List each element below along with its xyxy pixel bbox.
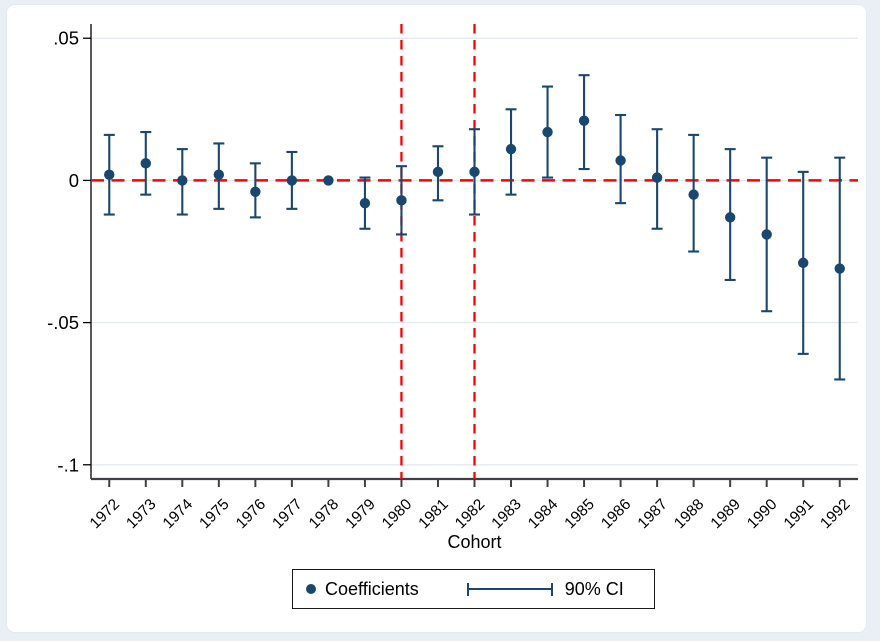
coefficient-dot-1974 bbox=[177, 175, 188, 186]
svg-text:1986: 1986 bbox=[598, 496, 634, 532]
coefficient-dot-1973 bbox=[140, 158, 151, 169]
svg-text:-.05: -.05 bbox=[47, 312, 79, 333]
svg-text:1975: 1975 bbox=[196, 496, 232, 532]
coefficient-dot-1985 bbox=[578, 115, 590, 126]
svg-text:1974: 1974 bbox=[160, 496, 197, 533]
coefficient-dot-1975 bbox=[213, 169, 225, 180]
svg-text:1987: 1987 bbox=[635, 496, 671, 532]
coefficient-dots bbox=[104, 115, 845, 274]
svg-text:1978: 1978 bbox=[306, 496, 342, 532]
coefficient-dot-1983 bbox=[505, 143, 517, 155]
svg-text:1981: 1981 bbox=[415, 496, 451, 532]
svg-text:1979: 1979 bbox=[342, 496, 378, 532]
svg-text:1991: 1991 bbox=[781, 496, 817, 532]
svg-text:1988: 1988 bbox=[671, 496, 707, 532]
coefficient-dot-1978 bbox=[323, 175, 334, 186]
coefficient-dot-1976 bbox=[250, 186, 261, 197]
ci-right-cap bbox=[550, 582, 553, 596]
coefficient-dot-1992 bbox=[834, 263, 845, 274]
y-axis-ticks: .05 0 -.05 -.1 bbox=[47, 28, 91, 475]
coefficient-dot-1987 bbox=[651, 172, 663, 183]
coefficient-dot-1991 bbox=[798, 257, 809, 269]
legend-ci-label: 90% CI bbox=[564, 578, 624, 599]
ci-marker-icon bbox=[466, 582, 553, 596]
svg-text:1972: 1972 bbox=[87, 496, 123, 532]
svg-text:0: 0 bbox=[69, 170, 79, 191]
svg-text:1989: 1989 bbox=[708, 496, 744, 532]
legend: Coefficients 90% CI bbox=[292, 569, 655, 609]
svg-text:1985: 1985 bbox=[561, 496, 597, 532]
coefficient-dot-1984 bbox=[542, 126, 553, 138]
figure-card: .05 0 -.05 -.1 1972 1973 1974 1975 1976 1977 1978 1… bbox=[6, 4, 867, 633]
coefficient-dot-1989 bbox=[724, 212, 736, 223]
svg-text:1992: 1992 bbox=[817, 496, 853, 532]
svg-text:1982: 1982 bbox=[452, 496, 488, 532]
reference-lines bbox=[91, 24, 858, 479]
ci-left-cap bbox=[466, 582, 469, 596]
coefficient-dot-1981 bbox=[432, 166, 444, 178]
svg-text:1983: 1983 bbox=[488, 496, 524, 532]
coefficient-dot-1986 bbox=[615, 155, 626, 166]
coefficient-dot-1982 bbox=[469, 166, 480, 178]
legend-coefficients-label: Coefficients bbox=[325, 578, 419, 599]
coefficient-dot-1977 bbox=[286, 175, 298, 186]
coefficient-dot-1980 bbox=[396, 195, 407, 206]
svg-text:-.1: -.1 bbox=[57, 454, 79, 475]
svg-text:1984: 1984 bbox=[525, 496, 562, 533]
svg-text:1976: 1976 bbox=[233, 496, 269, 532]
coefficient-dot-1979 bbox=[359, 197, 371, 209]
svg-text:1977: 1977 bbox=[269, 496, 305, 532]
svg-text:1973: 1973 bbox=[123, 496, 159, 532]
coefficient-dot-1972 bbox=[104, 169, 115, 180]
svg-text:.05: .05 bbox=[53, 28, 79, 49]
coefficient-dot-1988 bbox=[688, 189, 699, 200]
x-axis-ticks: 1972 1973 1974 1975 1976 1977 1978 1979 1980 1981… bbox=[87, 479, 854, 532]
coefficient-dot-1990 bbox=[761, 229, 772, 240]
svg-text:1990: 1990 bbox=[744, 496, 781, 533]
ci-line bbox=[468, 588, 551, 590]
svg-text:1980: 1980 bbox=[379, 496, 416, 533]
x-axis-title: Cohort bbox=[447, 532, 502, 552]
coefficients-marker-icon bbox=[306, 584, 316, 594]
